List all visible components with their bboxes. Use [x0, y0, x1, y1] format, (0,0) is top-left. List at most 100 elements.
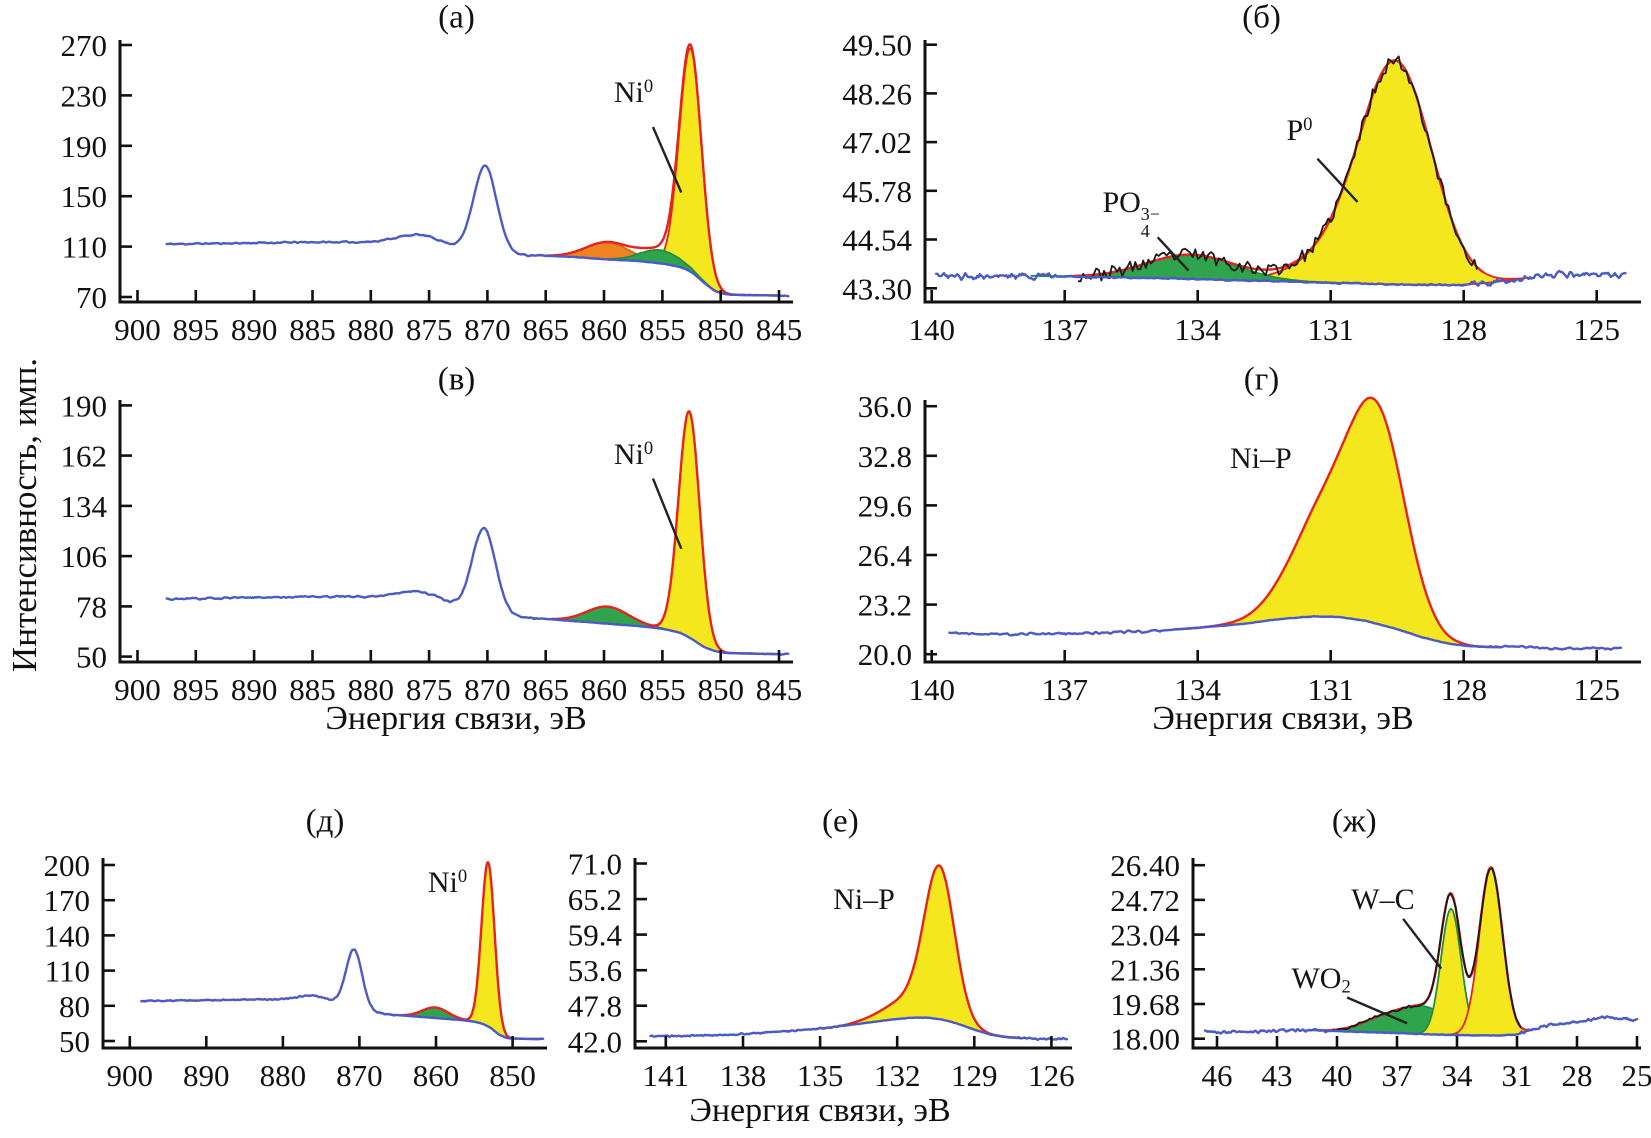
- panel-b-annotation-pointer-line: [1156, 236, 1190, 272]
- panel-a-annotation-pointer-line: [651, 126, 683, 193]
- panel-g-axes: [923, 400, 1641, 664]
- panel-j-axes: [1191, 858, 1641, 1050]
- panel-v-x-tick: 875: [406, 672, 453, 707]
- panel-d-y-tick: 170: [44, 883, 91, 918]
- panel-a-x-tick: 895: [173, 312, 220, 347]
- panel-d-y-tick: 80: [59, 989, 90, 1024]
- panel-j-y-tick: 18.00: [1110, 1022, 1180, 1057]
- panel-v-y-tick: 78: [76, 589, 107, 624]
- panel-g-y-tick: 20.0: [858, 637, 912, 672]
- panel-b-yellow-component: [1191, 59, 1526, 286]
- panel-g-plot: 20.0 23.2 26.4 29.6 32.8 36.0 140 137 134 131 128 1…: [858, 389, 1641, 707]
- panel-j-x-tick: 25: [1622, 1058, 1651, 1093]
- panel-d-x-tick: 880: [260, 1058, 307, 1093]
- panel-v-x-tick: 860: [581, 672, 628, 707]
- panel-j-x-tick: 28: [1562, 1058, 1593, 1093]
- panel-a-y-tick: 230: [61, 78, 108, 113]
- panel-j-x-tick: 31: [1502, 1058, 1533, 1093]
- panel-v-plot: 50 78 106 134 162 190 900 895 890 885 880 875 870 865…: [61, 388, 803, 707]
- panel-v-x-tick: 865: [522, 672, 569, 707]
- panel-v-x-tick: 845: [756, 672, 803, 707]
- panel-b-annotation-1: PO 3− 4: [1102, 185, 1160, 241]
- panel-d-x-tick: 900: [107, 1058, 154, 1093]
- panel-v-y-tick: 134: [61, 489, 108, 524]
- panel-d-title: (д): [305, 803, 345, 840]
- panel-v-annotation-0: Ni0: [613, 437, 654, 472]
- panel-b-y-tick: 49.50: [842, 28, 912, 63]
- panel-a-plot: 70 110 150 190 230 270 900 895 890 885 880 875 870 86…: [61, 28, 803, 347]
- panel-j-y-tick: 21.36: [1110, 952, 1180, 987]
- panel-b-x-tick: 140: [908, 312, 955, 347]
- panel-b-y-tick: 43.30: [842, 271, 912, 306]
- panel-e-x-tick: 129: [951, 1058, 998, 1093]
- panel-b-measured-data: [1077, 55, 1478, 283]
- panel-g-yellow-component: [1199, 396, 1480, 648]
- panel-a-x-tick: 880: [348, 312, 395, 347]
- panel-v-axes: [118, 400, 793, 664]
- panel-b-plot: 43.30 44.54 45.78 47.02 48.26 49.50 140 137 134 1…: [842, 28, 1641, 347]
- panel-v-spectrum-curve: [165, 526, 790, 656]
- panel-e-y-tick: 65.2: [568, 882, 622, 917]
- panel-g-y-tick: 23.2: [858, 588, 912, 623]
- panel-v-x-tick: 880: [348, 672, 395, 707]
- panel-j-annotation-0: W–C: [1351, 883, 1415, 917]
- panel-g-x-tick: 131: [1307, 672, 1354, 707]
- panel-b-title: (б): [1242, 0, 1281, 36]
- panel-g-y-tick: 26.4: [858, 538, 913, 573]
- panel-g-annotation-0: Ni–P: [1229, 441, 1292, 475]
- panel-e-x-tick: 135: [797, 1058, 844, 1093]
- panel-d-y-tick: 50: [59, 1024, 90, 1059]
- panel-g-x-tick: 134: [1174, 672, 1221, 707]
- panel-v-y-tick: 162: [61, 439, 108, 474]
- panel-b-x-tick: 134: [1174, 312, 1221, 347]
- panel-e-plot: 42.047.853.659.465.271.0 141 138 135 132 129 1…: [568, 847, 1075, 1093]
- panel-e-title: (е): [822, 803, 859, 840]
- panel-j-x-tick: 46: [1202, 1058, 1233, 1093]
- panel-d-x-tick: 850: [489, 1058, 536, 1093]
- panel-a-x-tick: 845: [756, 312, 803, 347]
- panel-j-x-tick: 43: [1262, 1058, 1293, 1093]
- panel-e-y-tick: 59.4: [568, 918, 623, 953]
- panel-a-x-tick: 870: [464, 312, 511, 347]
- panel-b-spectrum-curve: [934, 269, 1627, 287]
- panel-b-axes: [923, 40, 1641, 304]
- panel-b-annotation-pointer-line: [1316, 157, 1359, 203]
- panel-e-x-tick: 138: [720, 1058, 767, 1093]
- panel-j-x-tick: 40: [1322, 1058, 1353, 1093]
- panel-b-x-tick: 137: [1041, 312, 1088, 347]
- panel-g-spectrum-curve: [948, 614, 1623, 651]
- panel-v-x-tick: 855: [639, 672, 686, 707]
- panel-v-y-tick: 190: [61, 388, 108, 423]
- panel-v-x-tick: 870: [464, 672, 511, 707]
- panel-a-y-tick: 190: [61, 129, 108, 164]
- x-axis-label-bottom: Энергия связи, эВ: [689, 1092, 951, 1129]
- panel-a-y-tick: 110: [62, 230, 107, 265]
- panel-b-x-tick: 128: [1440, 312, 1487, 347]
- panel-e-spectrum-curve: [649, 1016, 1069, 1042]
- panel-j-spectrum-curve: [1203, 1015, 1639, 1037]
- panel-a-spectrum-curve: [165, 164, 790, 298]
- panel-j-annotation-1: WO2: [1291, 961, 1351, 998]
- panel-a-x-tick: 850: [697, 312, 744, 347]
- panel-v-x-tick: 895: [173, 672, 220, 707]
- panel-e-axes: [633, 858, 1072, 1050]
- panel-a-x-tick: 860: [581, 312, 628, 347]
- panel-j-x-tick: 37: [1382, 1058, 1413, 1093]
- panel-b-annotation-0: P0: [1286, 113, 1313, 148]
- x-axis-label-row2-right: Энергия связи, эВ: [1152, 700, 1414, 737]
- panel-b-y-tick: 47.02: [842, 125, 912, 160]
- panel-a-x-tick: 900: [114, 312, 161, 347]
- panel-e-x-tick: 141: [643, 1058, 690, 1093]
- panel-g-x-tick: 125: [1573, 672, 1620, 707]
- panel-d-x-tick: 870: [336, 1058, 383, 1093]
- panel-d-y-tick: 200: [44, 848, 91, 883]
- panel-v-x-tick: 890: [231, 672, 278, 707]
- panel-g-y-tick: 36.0: [858, 389, 912, 424]
- panel-b-y-tick: 45.78: [842, 174, 912, 209]
- panel-v-annotation-pointer-line: [651, 478, 683, 550]
- panel-b-x-tick: 125: [1573, 312, 1620, 347]
- panel-d-y-tick: 110: [45, 954, 90, 989]
- panel-a-x-tick: 865: [522, 312, 569, 347]
